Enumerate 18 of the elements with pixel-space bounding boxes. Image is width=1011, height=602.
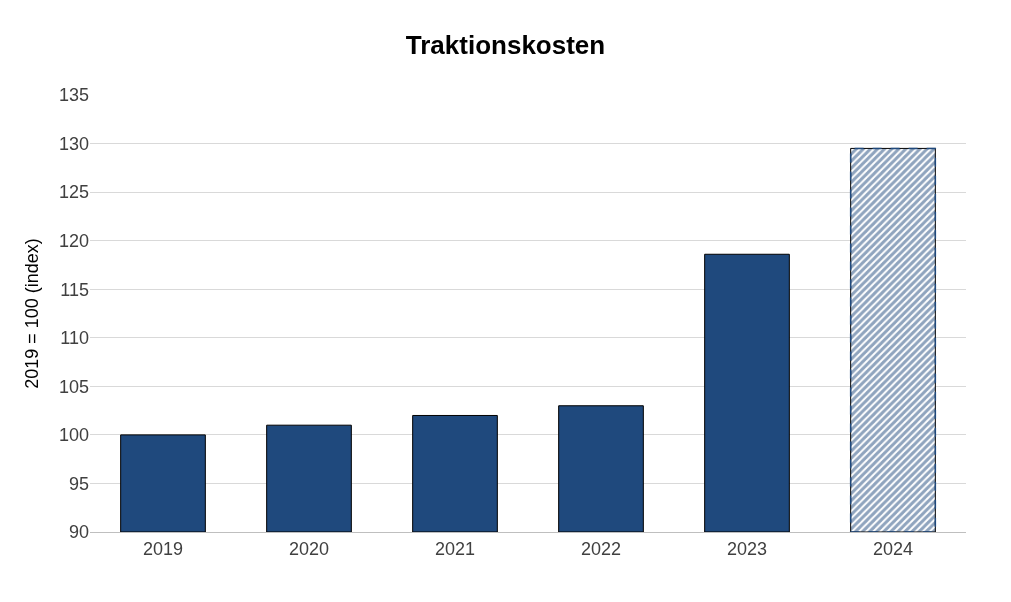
chart-title: Traktionskosten bbox=[405, 30, 606, 61]
y-tick-label: 100 bbox=[58, 425, 89, 446]
y-tick-label: 95 bbox=[68, 473, 89, 494]
x-tick-label: 2024 bbox=[872, 538, 914, 559]
y-tick-label: 120 bbox=[58, 230, 89, 251]
y-axis-title: 2019 = 100 (index) bbox=[22, 238, 43, 389]
y-tick-label: 135 bbox=[58, 85, 89, 106]
y-tick-label: 105 bbox=[58, 376, 89, 397]
x-tick-label: 2019 bbox=[142, 538, 184, 559]
y-tick-label: 90 bbox=[68, 522, 89, 543]
y-tick-label: 110 bbox=[60, 328, 89, 349]
y-tick-label: 115 bbox=[60, 279, 89, 300]
x-tick-label: 2023 bbox=[726, 538, 768, 559]
y-tick-label: 130 bbox=[58, 133, 89, 154]
x-tick-label: 2022 bbox=[580, 538, 622, 559]
y-tick-label: 125 bbox=[58, 182, 89, 203]
x-tick-label: 2021 bbox=[434, 538, 476, 559]
x-tick-label: 2020 bbox=[288, 538, 330, 559]
